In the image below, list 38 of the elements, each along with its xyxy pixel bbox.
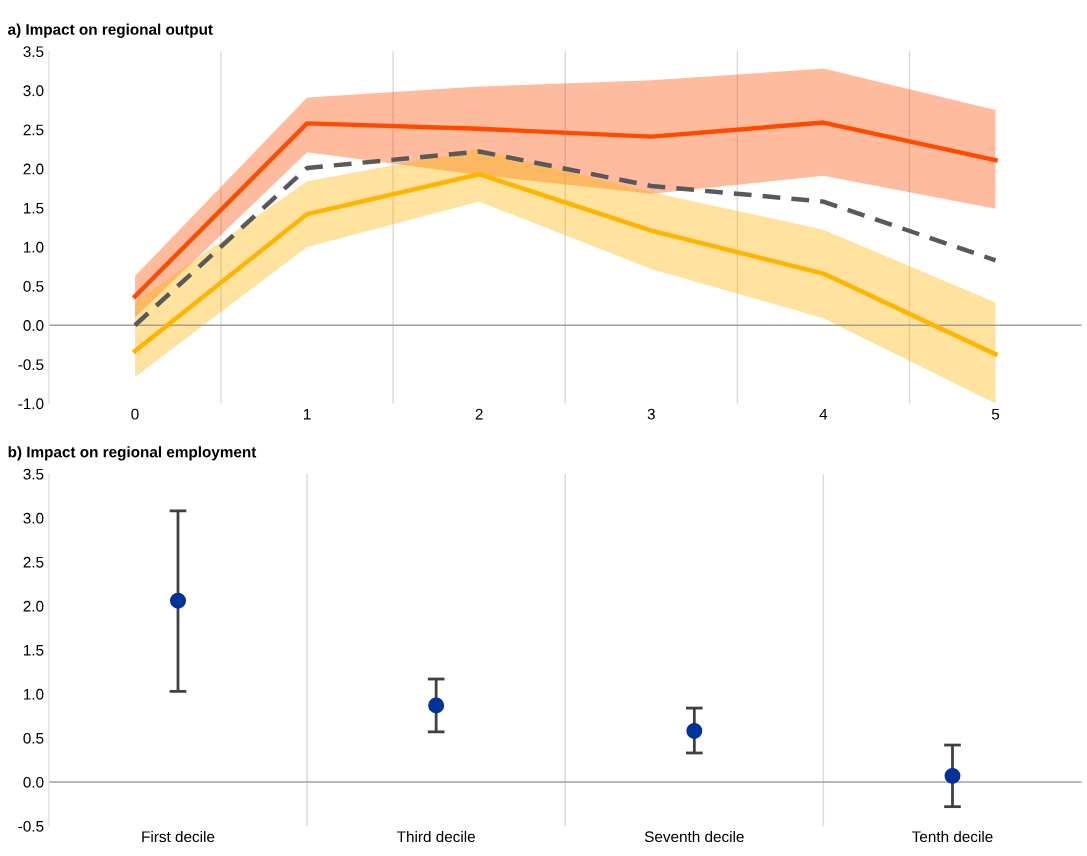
- y-tick-label: 2.0: [23, 600, 44, 612]
- y-tick-label: 0.5: [23, 732, 44, 744]
- x-tick-label: 5: [991, 408, 1000, 420]
- y-tick-label: -0.5: [18, 359, 44, 371]
- x-tick-label: 2: [475, 408, 483, 420]
- x-tick-label: Third decile: [397, 830, 475, 843]
- y-tick-label: 2.0: [23, 163, 44, 175]
- y-tick-label: 3.5: [23, 468, 44, 480]
- y-tick-label: 1.5: [23, 202, 44, 214]
- y-tick-label: 3.5: [23, 46, 44, 58]
- x-tick-label: 1: [303, 408, 311, 420]
- y-tick-label: 0.0: [23, 776, 44, 788]
- point: [170, 592, 186, 609]
- y-tick-label: 3.0: [23, 85, 44, 97]
- point: [428, 697, 445, 714]
- y-tick-label: 2.5: [23, 556, 44, 568]
- y-tick-label: 2.5: [23, 124, 44, 136]
- y-tick-label: -0.5: [18, 820, 44, 832]
- x-tick-label: Seventh decile: [644, 830, 744, 843]
- y-tick-label: 1.0: [23, 688, 44, 700]
- y-tick-label: 3.0: [23, 512, 44, 524]
- y-tick-label: 1.0: [23, 241, 44, 253]
- line-series: [132, 149, 998, 328]
- x-tick-label: Tenth decile: [912, 830, 993, 843]
- x-tick-label: 4: [819, 408, 828, 420]
- x-tick-label: 0: [131, 408, 139, 420]
- y-tick-label: 0.0: [23, 320, 44, 331]
- y-tick-label: 0.5: [23, 280, 44, 292]
- line-series: [132, 120, 998, 299]
- x-tick-label: First decile: [142, 830, 215, 843]
- y-tick-label: -1.0: [18, 398, 44, 410]
- chart-title: b) Impact on regional employment: [8, 446, 257, 461]
- x-tick-label: 3: [647, 408, 655, 420]
- y-tick-label: 1.5: [23, 645, 44, 656]
- point: [686, 722, 703, 739]
- chart-title: a) Impact on regional output: [8, 23, 213, 38]
- line-series: [132, 171, 998, 357]
- point: [944, 767, 961, 784]
